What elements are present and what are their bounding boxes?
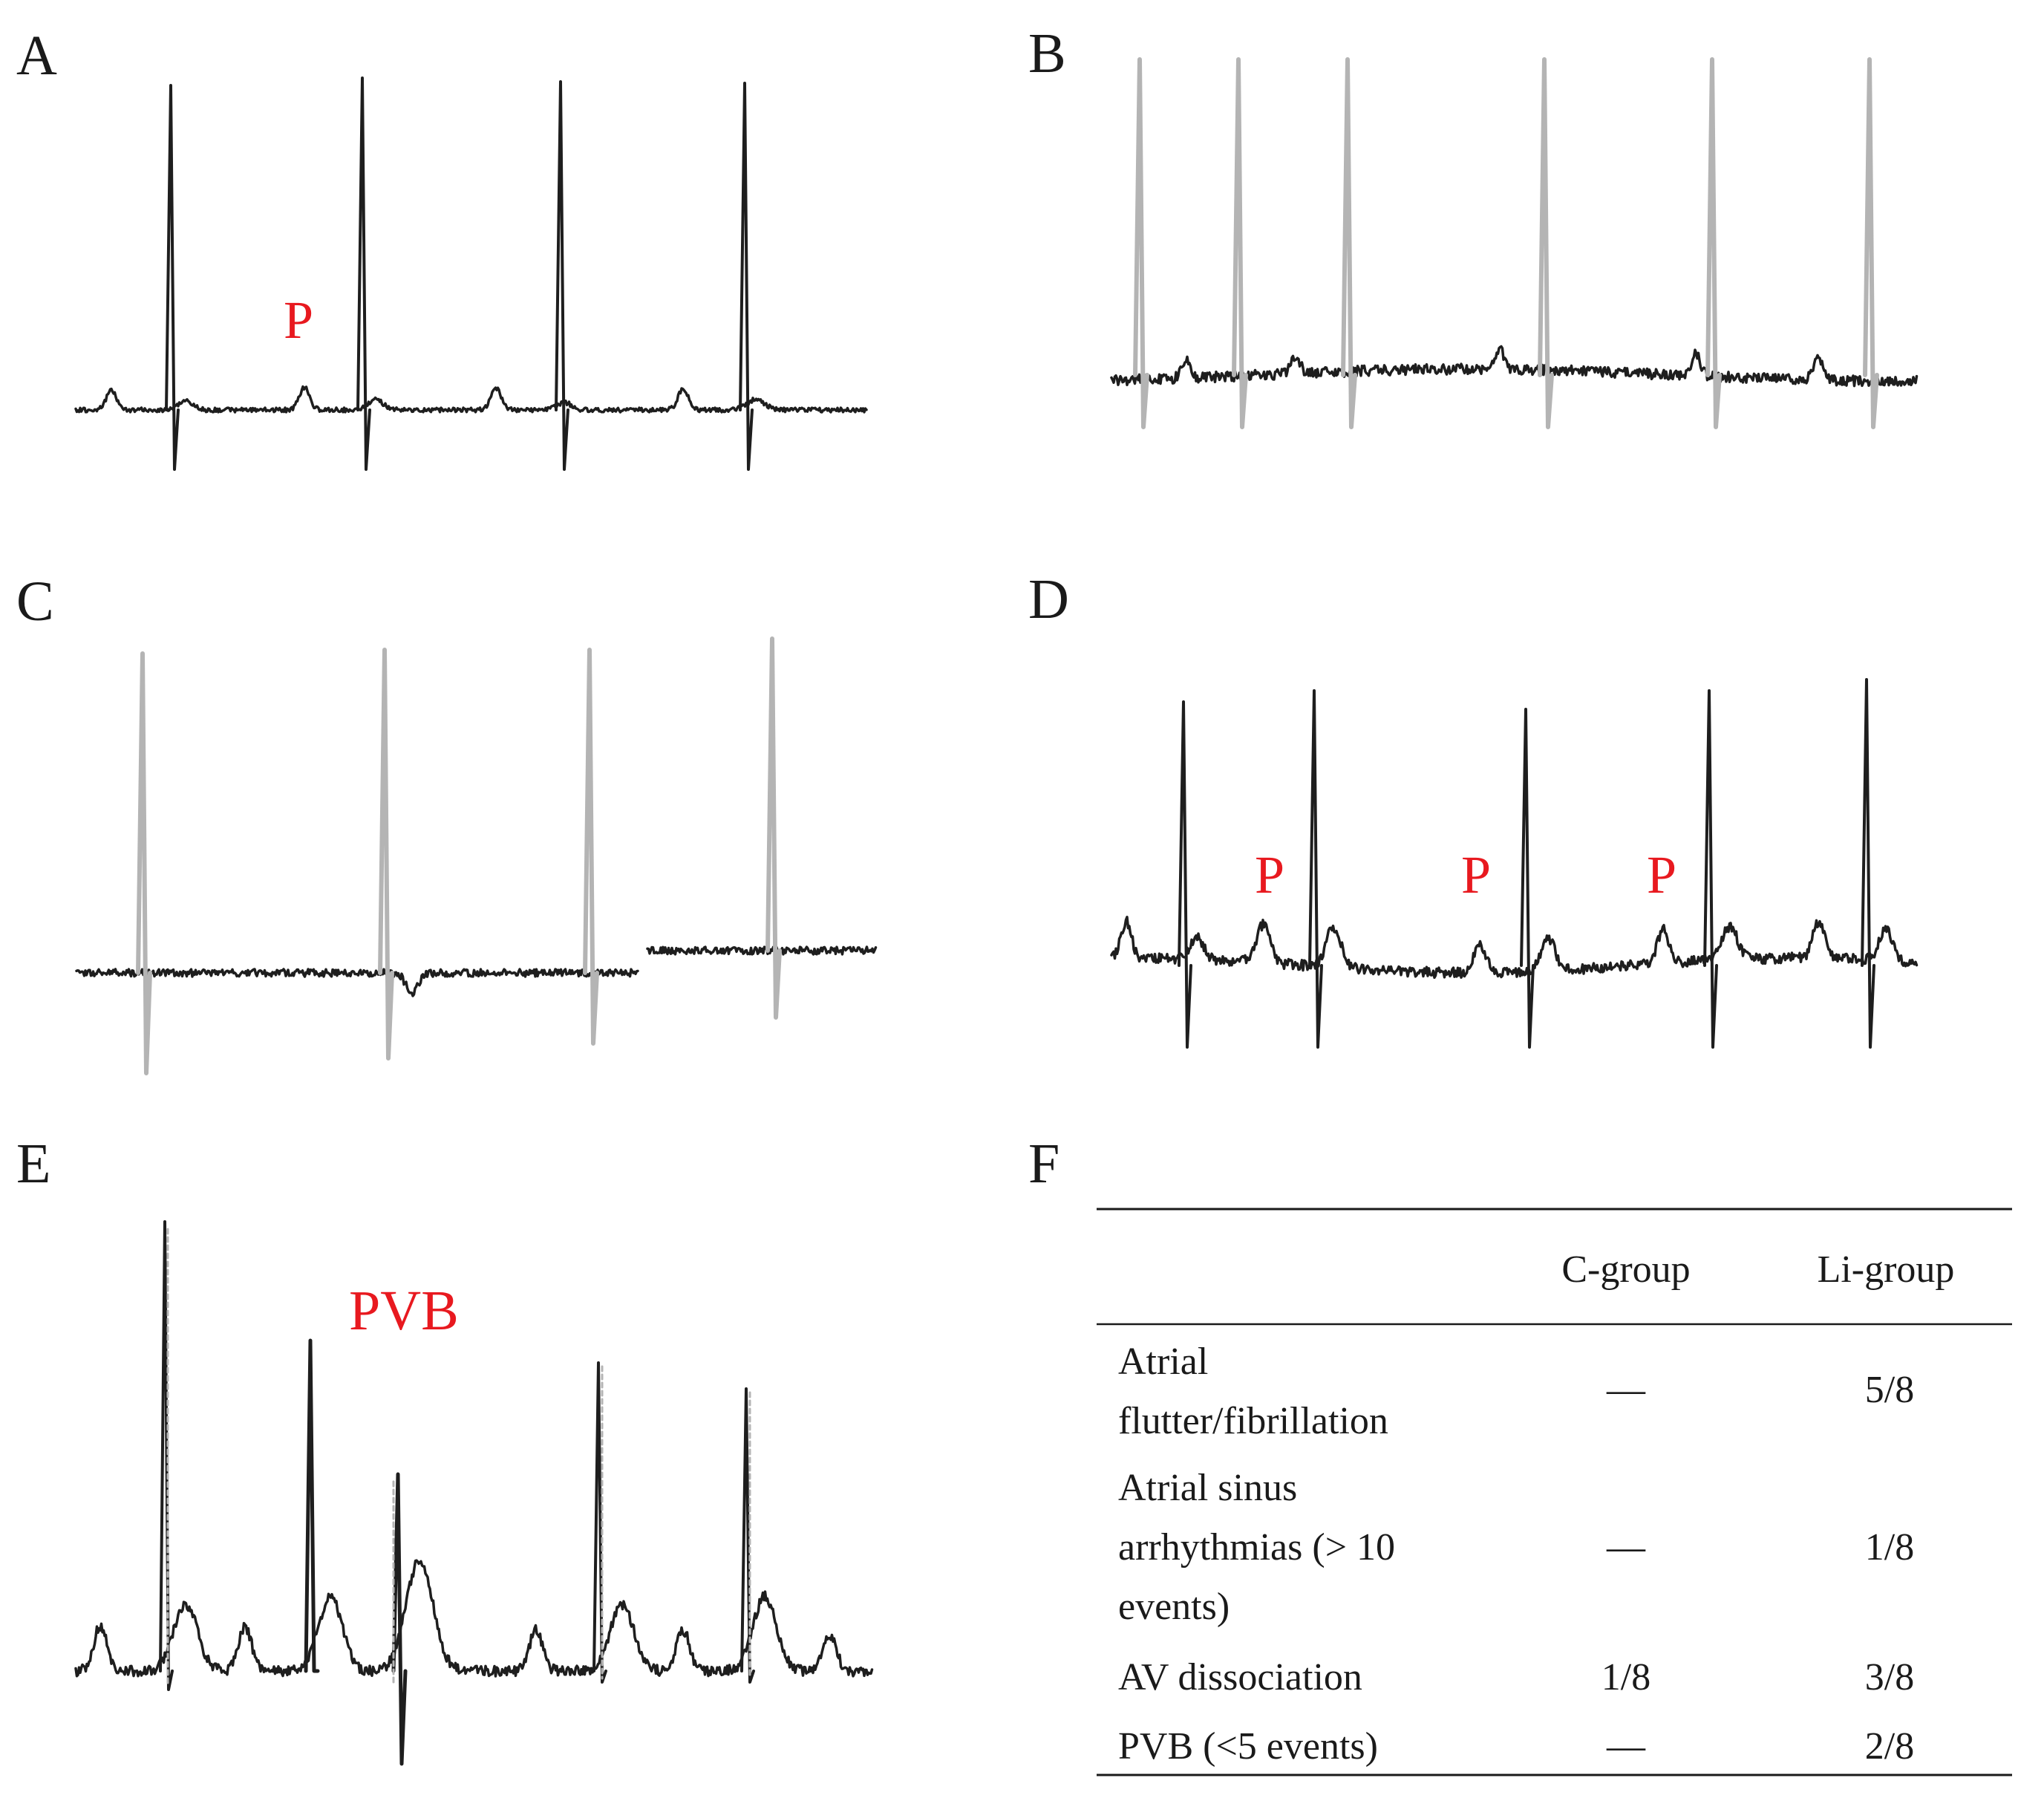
table-cell-c-group: — [1606,1725,1646,1768]
table-row-label: Atrial sinus [1118,1467,1297,1509]
p-wave-annotation-d1: P [1255,845,1284,905]
pvb-complex-e [304,1338,320,1673]
table-row-label: AV dissociation [1118,1656,1362,1698]
panel-label-e: E [16,1133,50,1195]
qrs-complex-b [1133,57,1149,429]
table-cell-li-group: 1/8 [1865,1526,1914,1569]
panel-label-a: A [16,25,57,87]
qrs-complex-e [159,1220,174,1691]
table-cell-li-group: 3/8 [1865,1656,1914,1698]
qrs-complex-c [765,636,782,1020]
qrs-complex-d [1178,700,1192,1049]
arrhythmia-table: C-group Li-group Atrial flutter/fibrilla… [1097,1208,2012,1776]
pvb-annotation: PVB [349,1280,459,1342]
qrs-complex-b [1232,57,1248,429]
qrs-complex-a [555,80,569,471]
ecg-baseline-c1 [75,968,639,997]
table-cell-c-group: — [1606,1369,1646,1411]
table-cell-li-group: 5/8 [1865,1369,1914,1411]
panel-label-d: D [1028,568,1069,631]
table-row-label: events) [1118,1586,1230,1628]
ecg-baseline-e [74,1559,874,1678]
p-wave-annotation-a: P [284,290,313,350]
panel-label-b: B [1028,22,1066,85]
ecg-trace-a [74,76,868,471]
p-wave-annotation-d2: P [1461,845,1491,905]
table-row-label: flutter/fibrillation [1118,1400,1388,1442]
ecg-trace-b [1110,57,1919,429]
qrs-complex-d [1861,678,1875,1049]
table-header-li-group: Li-group [1818,1248,1955,1291]
table-row-label: arrhythmias (> 10 [1118,1526,1395,1569]
table-cell-c-group: 1/8 [1601,1656,1650,1698]
p-wave-annotation-d3: P [1647,845,1676,905]
ecg-trace-c [75,636,878,1075]
panel-label-f: F [1028,1133,1059,1195]
qrs-complex-a [356,76,371,471]
qrs-complex-c [378,648,394,1061]
qrs-complex-a [165,84,180,471]
qrs-complex-b [1341,57,1357,429]
ecg-baseline-c2 [646,945,878,956]
table-cell-li-group: 2/8 [1865,1725,1914,1768]
qrs-complex-c [583,648,599,1046]
qrs-complex-e [740,1387,755,1684]
qrs-complex-d [1308,689,1323,1049]
table-header-c-group: C-group [1561,1248,1690,1291]
table-row-label: PVB (<5 events) [1118,1725,1378,1768]
qrs-complex-e [592,1361,607,1684]
qrs-complex-b [1538,57,1554,429]
panel-label-c: C [16,570,54,633]
ecg-trace-d [1110,678,1919,1049]
qrs-complex-d [1520,708,1535,1049]
table-row-label: Atrial [1118,1341,1208,1383]
qrs-complex-a [739,82,754,471]
table-cell-c-group: — [1606,1526,1646,1569]
ecg-trace-e [74,1220,874,1766]
qrs-complex-b [1705,57,1722,429]
qrs-complex-c [136,651,152,1075]
ecg-baseline-a [74,385,868,414]
qrs-complex-d [1703,689,1718,1049]
ecg-baseline-d [1110,916,1919,980]
qrs-complex-e [391,1472,408,1766]
qrs-complex-b [1863,57,1879,429]
